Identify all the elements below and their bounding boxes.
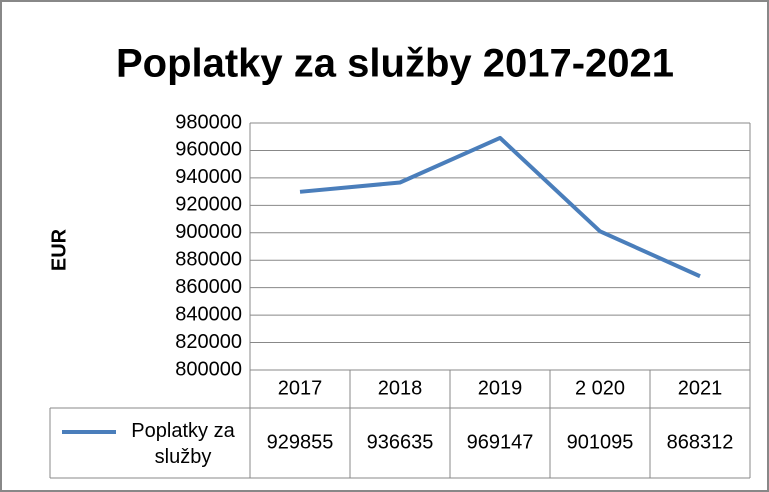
- y-tick-label: 980000: [175, 111, 242, 133]
- y-tick-label: 880000: [175, 249, 242, 271]
- line-series: [299, 135, 701, 279]
- y-tick-label: 840000: [175, 303, 242, 325]
- chart-title: Poplatky za služby 2017-2021: [116, 42, 674, 86]
- y-tick-label: 800000: [175, 358, 242, 380]
- y-tick-label: 820000: [175, 331, 242, 353]
- table-value: 936635: [367, 431, 434, 453]
- y-tick-label: 920000: [175, 194, 242, 216]
- table-value: 868312: [667, 431, 734, 453]
- y-tick-label: 960000: [175, 139, 242, 161]
- x-tick-label: 2019: [478, 377, 523, 399]
- x-tick-label: 2017: [278, 377, 323, 399]
- table-value: 929855: [267, 431, 334, 453]
- y-axis-label: EUR: [48, 228, 70, 271]
- x-tick-label: 2021: [678, 377, 723, 399]
- y-tick-label: 940000: [175, 166, 242, 188]
- y-tick-label: 900000: [175, 221, 242, 243]
- table-value: 901095: [567, 431, 634, 453]
- x-tick-label: 2 020: [575, 377, 625, 399]
- legend-label: Poplatky za služby: [131, 420, 235, 468]
- x-tick-label: 2018: [378, 377, 423, 399]
- y-tick-label: 860000: [175, 276, 242, 298]
- table-value: 969147: [467, 431, 534, 453]
